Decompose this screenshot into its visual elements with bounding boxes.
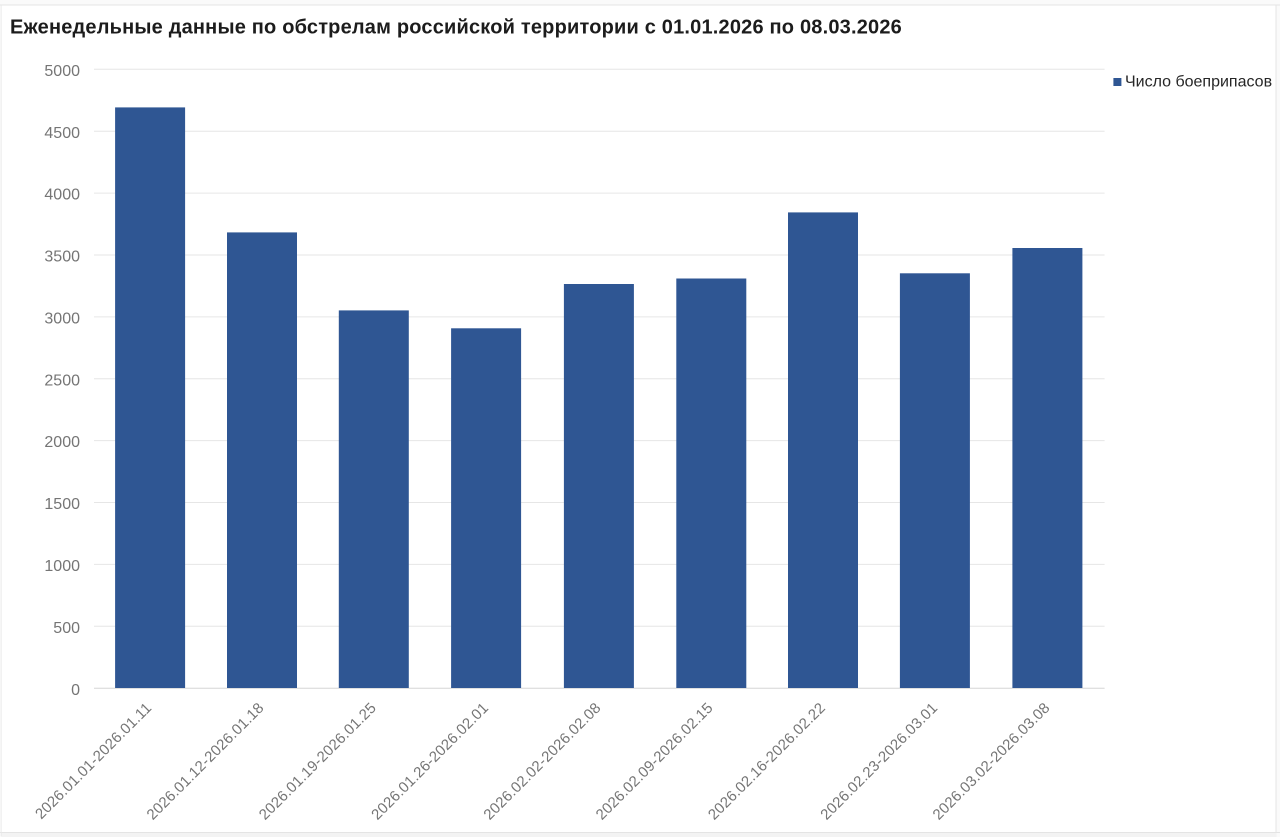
svg-text:4000: 4000 [44,187,80,204]
svg-text:1500: 1500 [44,496,80,513]
svg-text:4500: 4500 [44,125,80,142]
svg-text:5000: 5000 [44,63,80,80]
svg-text:2500: 2500 [44,372,80,389]
svg-text:Еженедельные данные по обстрел: Еженедельные данные по обстрелам российс… [10,17,902,39]
svg-text:1000: 1000 [44,558,80,575]
svg-text:3500: 3500 [44,249,80,266]
svg-text:Число боеприпасов: Число боеприпасов [1125,74,1272,91]
svg-text:500: 500 [53,620,80,637]
svg-text:0: 0 [71,682,80,699]
svg-text:2000: 2000 [44,434,80,451]
svg-text:3000: 3000 [44,311,80,328]
